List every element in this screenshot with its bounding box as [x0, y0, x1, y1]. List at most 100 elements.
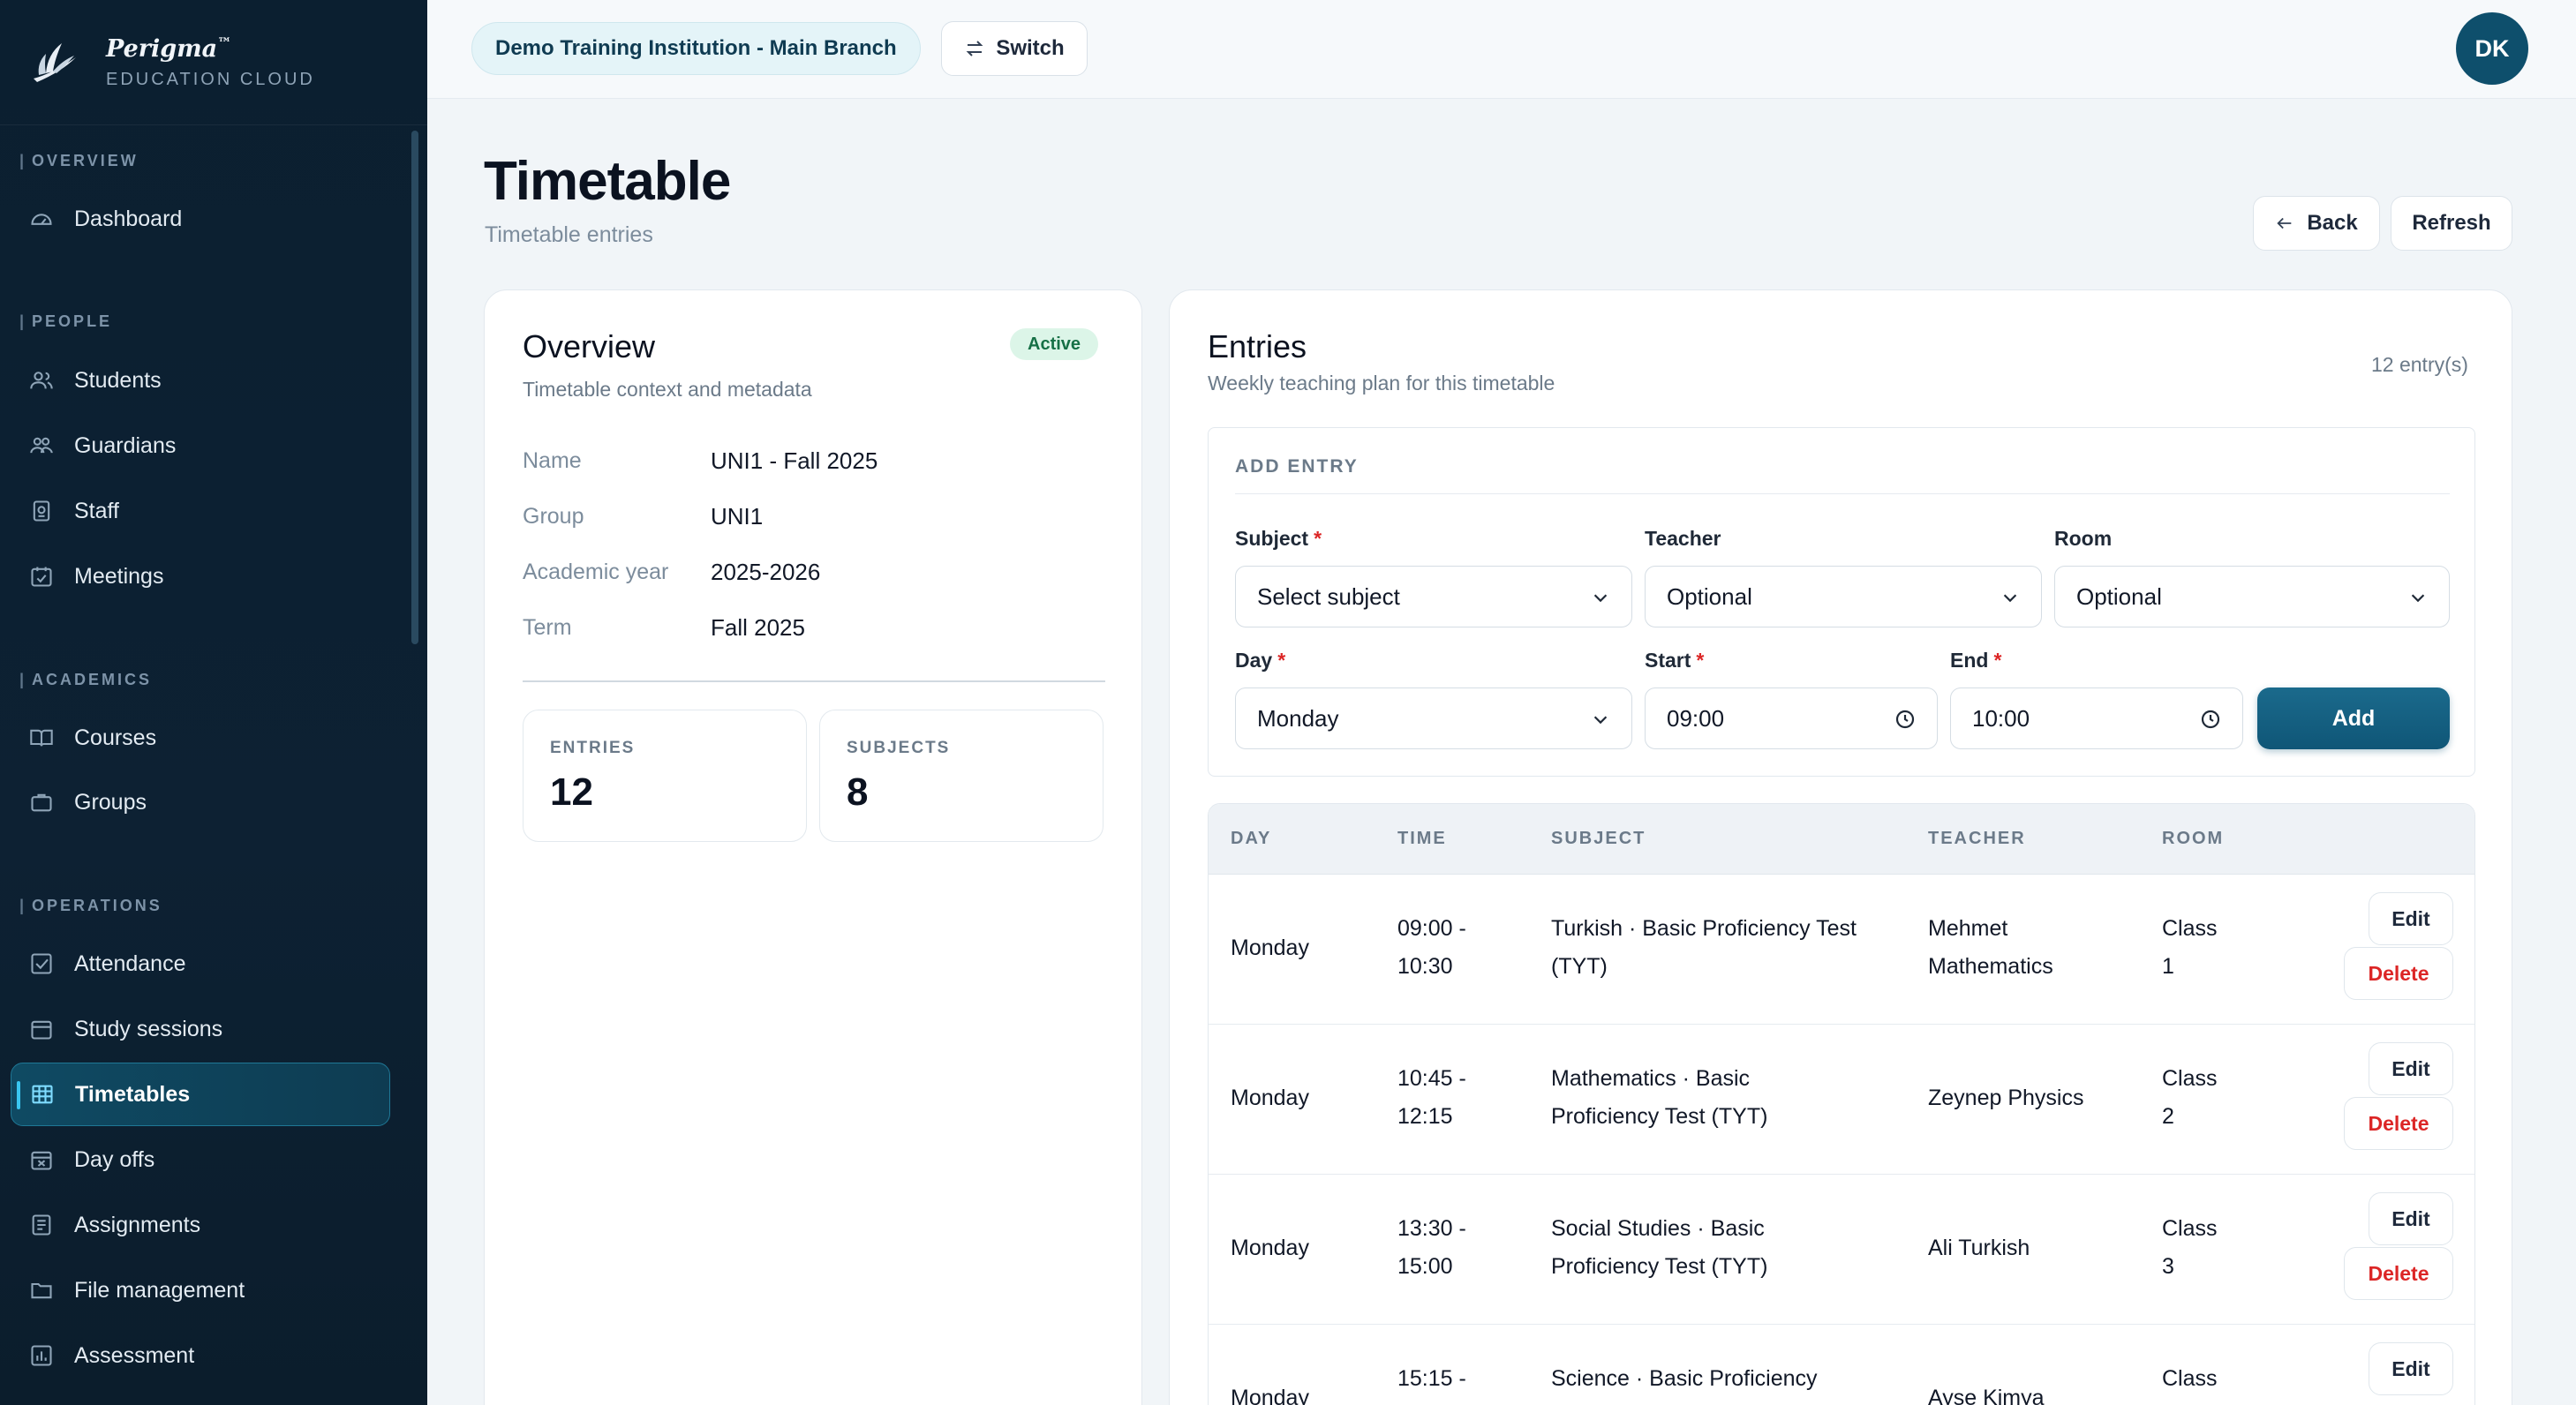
end-label: End *: [1950, 649, 2002, 672]
section-label-people: PEOPLE: [19, 312, 112, 331]
required-mark: *: [1277, 649, 1286, 672]
column-header-time: TIME: [1397, 829, 1447, 848]
required-mark: *: [1993, 649, 2002, 672]
add-entry-form: ADD ENTRY Subject * Select subject Teache…: [1208, 427, 2475, 777]
day-select[interactable]: Monday: [1235, 687, 1632, 749]
sidebar-item-label: Assignments: [74, 1212, 201, 1237]
gauge-icon: [28, 206, 55, 232]
required-mark: *: [1696, 649, 1705, 672]
start-time-value: 09:00: [1667, 704, 1725, 732]
switch-label: Switch: [996, 36, 1065, 60]
sidebar-item-dashboard[interactable]: Dashboard: [11, 187, 390, 251]
sidebar-item-assignments[interactable]: Assignments: [11, 1193, 390, 1257]
sidebar-item-study-sessions[interactable]: Study sessions: [11, 997, 390, 1061]
sidebar-item-guardians[interactable]: Guardians: [11, 414, 390, 477]
sidebar-scrollbar[interactable]: [411, 131, 418, 644]
checkbox-icon: [28, 950, 55, 977]
sidebar-item-day-offs[interactable]: Day offs: [11, 1128, 390, 1191]
table-row: Monday 10:45 -12:15 Mathematics · Basic P…: [1209, 1025, 2474, 1175]
column-header-day: DAY: [1231, 829, 1272, 848]
cell-subject: Turkish · Basic Proficiency Test (TYT): [1551, 916, 1857, 979]
cell-subject: Social Studies · Basic Proficiency Test (…: [1551, 1216, 1768, 1279]
stat-value: 12: [550, 770, 593, 814]
sidebar-item-staff[interactable]: Staff: [11, 479, 390, 543]
start-time-input[interactable]: 09:00: [1645, 687, 1938, 749]
end-time-input[interactable]: 10:00: [1950, 687, 2243, 749]
briefcase-icon: [28, 789, 55, 815]
back-button[interactable]: Back: [2253, 196, 2380, 251]
brand-subtitle: EDUCATION CLOUD: [106, 70, 315, 89]
entries-subtitle: Weekly teaching plan for this timetable: [1208, 372, 1555, 394]
edit-button[interactable]: Edit: [2369, 1042, 2453, 1095]
sidebar-item-label: Students: [74, 367, 162, 393]
avatar[interactable]: DK: [2456, 12, 2528, 85]
users-icon: [28, 367, 55, 394]
subject-select[interactable]: Select subject: [1235, 566, 1632, 627]
teacher-select[interactable]: Optional: [1645, 566, 2042, 627]
stat-value: 8: [847, 770, 869, 814]
clock-icon: [1895, 710, 1915, 729]
subject-select-value: Select subject: [1257, 582, 1400, 610]
edit-button[interactable]: Edit: [2369, 892, 2453, 945]
sidebar-item-meetings[interactable]: Meetings: [11, 545, 390, 608]
entries-title: Entries: [1208, 328, 1307, 364]
refresh-button[interactable]: Refresh: [2391, 196, 2512, 251]
cell-subject: Mathematics · Basic Proficiency Test (TYT…: [1551, 1066, 1768, 1129]
add-button[interactable]: Add: [2257, 687, 2450, 749]
section-label-operations: OPERATIONS: [19, 897, 162, 915]
edit-button[interactable]: Edit: [2369, 1342, 2453, 1395]
sidebar-item-groups[interactable]: Groups: [11, 770, 390, 834]
sidebar-item-file-management[interactable]: File management: [11, 1258, 390, 1322]
table-row: Monday 13:30 -15:00 Social Studies · Bas…: [1209, 1175, 2474, 1325]
sidebar-item-courses[interactable]: Courses: [11, 706, 390, 770]
sidebar-item-timetables[interactable]: Timetables: [11, 1063, 390, 1126]
cell-teacher: Mehmet Mathematics: [1928, 916, 2053, 979]
table-row: Monday 09:00 -10:30 Turkish · Basic Prof…: [1209, 875, 2474, 1025]
cell-time: 13:30 -15:00: [1397, 1216, 1466, 1279]
meta-value-group: UNI1: [711, 503, 764, 530]
room-select[interactable]: Optional: [2054, 566, 2450, 627]
sidebar-item-label: Dashboard: [74, 206, 183, 231]
stat-entries: ENTRIES 12: [523, 710, 807, 842]
end-time-value: 10:00: [1972, 704, 2030, 732]
sidebar-item-label: Study sessions: [74, 1016, 223, 1041]
overview-subtitle: Timetable context and metadata: [523, 378, 812, 401]
table-header: DAY TIME SUBJECT TEACHER ROOM: [1209, 804, 2474, 875]
list-icon: [28, 1212, 55, 1238]
cell-room: Class: [2162, 1366, 2218, 1391]
section-label-overview: OVERVIEW: [19, 152, 139, 170]
brand[interactable]: Perigma™ EDUCATION CLOUD: [0, 0, 427, 125]
cell-day: Monday: [1231, 1236, 1309, 1260]
meta-label-academic-year: Academic year: [523, 560, 669, 584]
sidebar-item-label: Meetings: [74, 563, 164, 589]
day-label: Day *: [1235, 649, 1286, 672]
chevron-down-icon: [1593, 594, 1608, 603]
teacher-label: Teacher: [1645, 527, 1721, 550]
add-entry-heading: ADD ENTRY: [1235, 456, 1359, 477]
delete-button[interactable]: Delete: [2344, 1097, 2453, 1150]
meta-value-academic-year: 2025-2026: [711, 559, 821, 585]
brand-name: Perigma: [106, 35, 218, 63]
switch-button[interactable]: Switch: [941, 21, 1088, 76]
edit-button[interactable]: Edit: [2369, 1192, 2453, 1245]
page-subtitle: Timetable entries: [485, 222, 653, 247]
table-row: Monday 15:15 - Science · Basic Proficien…: [1209, 1325, 2474, 1405]
meta-label-group: Group: [523, 504, 584, 529]
delete-button[interactable]: Delete: [2344, 947, 2453, 1000]
meta-value-name: UNI1 - Fall 2025: [711, 447, 878, 474]
calendar-check-icon: [28, 563, 55, 590]
sidebar-item-assessment[interactable]: Assessment: [11, 1324, 390, 1387]
cell-time: 10:45 -12:15: [1397, 1066, 1466, 1129]
delete-button[interactable]: Delete: [2344, 1247, 2453, 1300]
sidebar-item-students[interactable]: Students: [11, 349, 390, 412]
sidebar-item-attendance[interactable]: Attendance: [11, 932, 390, 996]
entry-count: 12 entry(s): [2371, 353, 2468, 376]
page-title: Timetable: [484, 151, 731, 212]
branch-pill[interactable]: Demo Training Institution - Main Branch: [471, 22, 921, 75]
arrow-left-icon: [2277, 217, 2292, 229]
refresh-label: Refresh: [2412, 211, 2491, 235]
cell-subject: Science · Basic Proficiency: [1551, 1366, 1818, 1391]
cell-teacher: Zeynep Physics: [1928, 1086, 2084, 1110]
logo-icon: [34, 42, 76, 82]
cell-teacher: Ali Turkish: [1928, 1236, 2030, 1260]
